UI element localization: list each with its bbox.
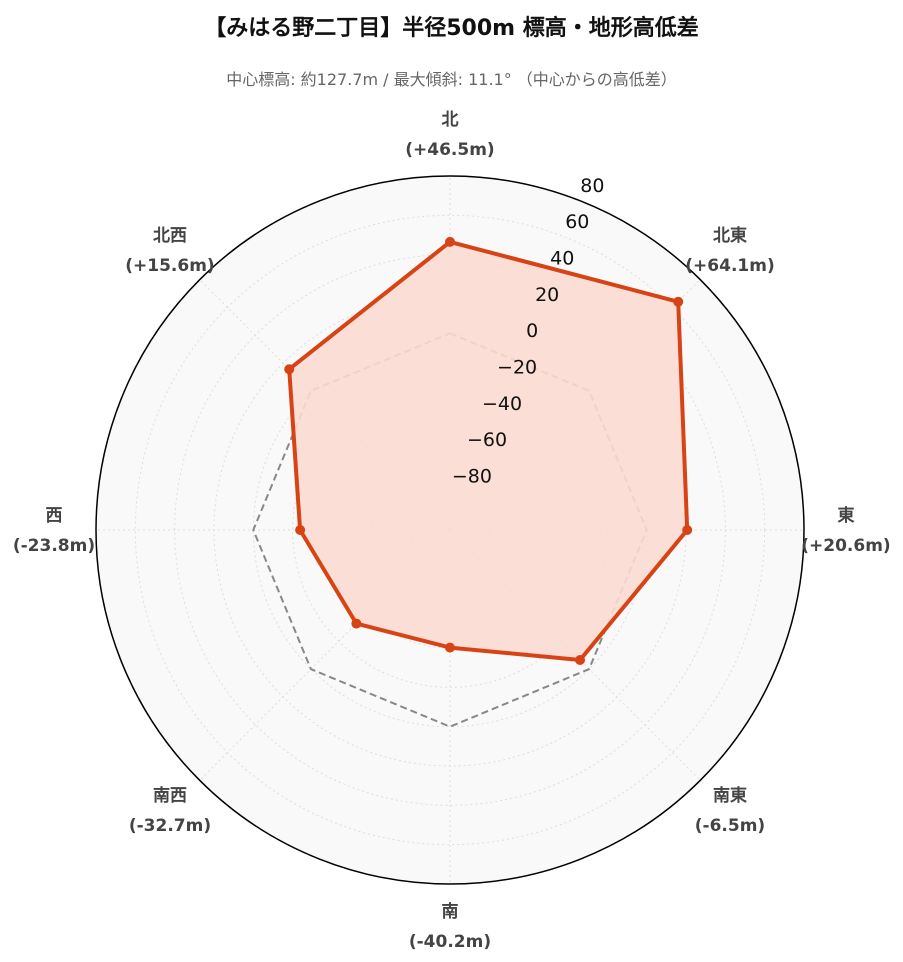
- chart-subtitle: 中心標高: 約127.7m / 最大傾斜: 11.1° （中心からの高低差）: [226, 70, 677, 89]
- direction-label: 南西: [153, 785, 187, 806]
- radial-tick-label: −40: [482, 393, 522, 415]
- radial-tick-label: 20: [535, 284, 559, 306]
- direction-value-label: (+20.6m): [801, 536, 890, 556]
- direction-label: 北西: [153, 226, 187, 246]
- series-point: [673, 296, 684, 307]
- series-point: [351, 618, 362, 629]
- direction-label: 北: [442, 110, 459, 130]
- chart-title: 【みはる野二丁目】半径500m 標高・地形高低差: [204, 16, 699, 41]
- direction-label: 南東: [713, 785, 747, 806]
- direction-label: 西: [46, 506, 63, 526]
- radial-tick-label: −60: [467, 429, 507, 451]
- direction-value-label: (+15.6m): [125, 256, 214, 276]
- series-point: [295, 525, 306, 535]
- plot-outline: [95, 175, 805, 885]
- direction-value-label: (+46.5m): [405, 140, 494, 160]
- series-point: [284, 364, 295, 375]
- direction-value-label: (+64.1m): [685, 256, 774, 276]
- direction-label: 東: [838, 505, 855, 526]
- direction-value-label: (-32.7m): [129, 816, 211, 836]
- series-point: [682, 525, 693, 535]
- series-point: [575, 655, 586, 666]
- direction-value-label: (-40.2m): [409, 932, 491, 952]
- direction-value-label: (-23.8m): [13, 536, 95, 556]
- direction-label: 北東: [713, 225, 747, 246]
- direction-label: 南: [442, 901, 459, 922]
- grid-ring: [134, 214, 766, 846]
- radial-tick-label: −20: [497, 357, 537, 379]
- series-point: [445, 236, 455, 247]
- radial-tick-label: 40: [550, 247, 574, 269]
- radial-tick-label: 60: [565, 211, 589, 233]
- radial-tick-label: 0: [526, 320, 538, 342]
- grid-spoke: [199, 529, 451, 781]
- direction-value-label: (-6.5m): [695, 816, 765, 836]
- radial-tick-label: 80: [580, 175, 604, 197]
- series-point: [445, 642, 455, 653]
- series-fill-area: [289, 241, 688, 660]
- radial-tick-label: −80: [452, 466, 492, 488]
